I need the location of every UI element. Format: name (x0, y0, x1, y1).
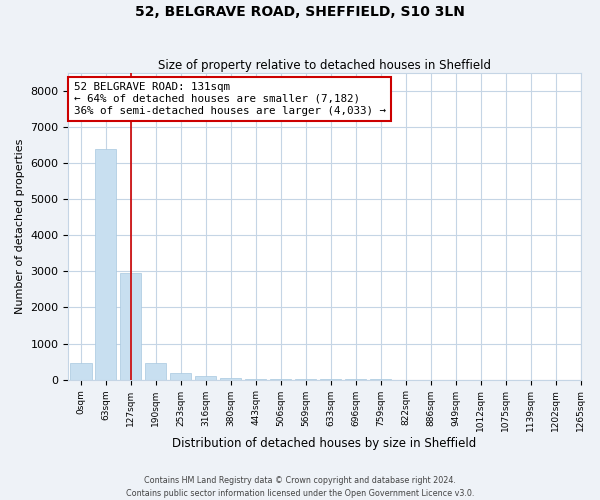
Title: Size of property relative to detached houses in Sheffield: Size of property relative to detached ho… (158, 59, 491, 72)
Text: Contains HM Land Registry data © Crown copyright and database right 2024.
Contai: Contains HM Land Registry data © Crown c… (126, 476, 474, 498)
Bar (245, 378, 266, 380)
Bar (145, 364, 166, 380)
Bar (220, 378, 241, 380)
Bar (195, 376, 217, 380)
Text: 52, BELGRAVE ROAD, SHEFFIELD, S10 3LN: 52, BELGRAVE ROAD, SHEFFIELD, S10 3LN (135, 5, 465, 19)
Bar (70, 364, 92, 380)
Text: 52 BELGRAVE ROAD: 131sqm
← 64% of detached houses are smaller (7,182)
36% of sem: 52 BELGRAVE ROAD: 131sqm ← 64% of detach… (74, 82, 386, 116)
Bar (95, 149, 116, 380)
X-axis label: Distribution of detached houses by size in Sheffield: Distribution of detached houses by size … (172, 437, 476, 450)
Bar (120, 273, 142, 380)
Y-axis label: Number of detached properties: Number of detached properties (15, 138, 25, 314)
Bar (170, 374, 191, 380)
Bar (270, 379, 292, 380)
